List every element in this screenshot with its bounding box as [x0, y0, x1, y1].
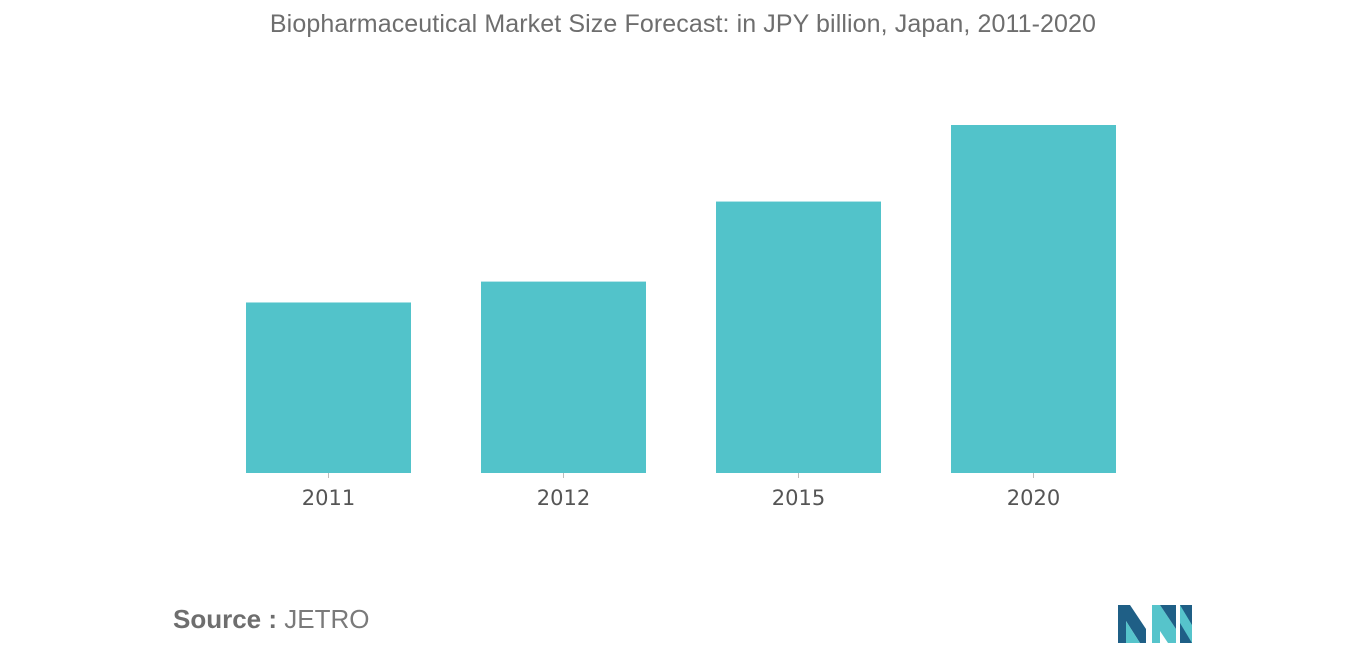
x-tick-label-2015: 2015: [772, 486, 825, 510]
x-tick-label-2011: 2011: [302, 486, 355, 510]
bar-2011: [246, 302, 411, 473]
source-label: Source :: [173, 604, 278, 634]
bar-2020: [951, 125, 1116, 473]
x-tick-label-2020: 2020: [1007, 486, 1060, 510]
source-value: JETRO: [284, 604, 370, 634]
x-tick-label-2012: 2012: [537, 486, 590, 510]
bar-2012: [481, 281, 646, 473]
source-note: Source : JETRO: [173, 604, 370, 635]
chart-title: Biopharmaceutical Market Size Forecast: …: [269, 10, 1097, 38]
mordor-intelligence-logo-icon: [1118, 605, 1192, 643]
bar-2015: [716, 201, 881, 473]
